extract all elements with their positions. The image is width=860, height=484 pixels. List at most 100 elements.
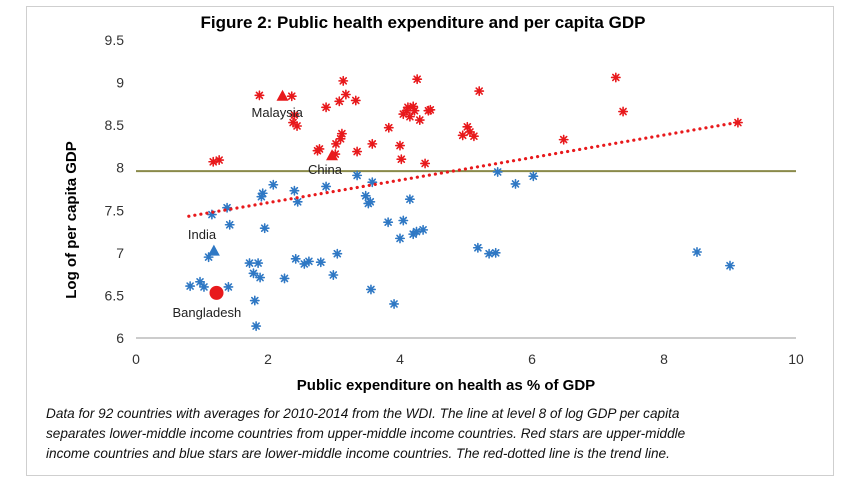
lower-middle-income-point <box>332 248 343 259</box>
lower-middle-income-point <box>249 295 260 306</box>
lower-middle-income-point <box>360 190 371 201</box>
lower-middle-income-point <box>259 223 270 234</box>
china-marker <box>326 149 339 161</box>
upper-middle-income-point <box>289 109 300 120</box>
lower-middle-income-point <box>411 226 422 237</box>
data-points <box>185 72 743 332</box>
upper-middle-income-point <box>468 131 479 142</box>
lower-middle-income-point <box>315 257 326 268</box>
y-tick-label: 9.5 <box>105 32 125 48</box>
upper-middle-income-point <box>414 115 425 126</box>
lower-middle-income-point <box>404 194 415 205</box>
y-tick-label: 6 <box>116 330 124 346</box>
upper-middle-income-point <box>208 156 219 167</box>
lower-middle-income-point <box>365 196 376 207</box>
lower-middle-income-point <box>256 191 267 202</box>
upper-middle-income-point <box>558 134 569 145</box>
china-label: China <box>308 162 343 177</box>
upper-middle-income-point <box>336 128 347 139</box>
india-marker <box>207 244 220 256</box>
caption-line-2: separates lower-middle income countries … <box>46 426 686 441</box>
x-tick-label: 0 <box>132 351 140 367</box>
upper-middle-income-point <box>409 105 420 116</box>
lower-middle-income-point <box>389 298 400 309</box>
upper-middle-income-point <box>286 91 297 102</box>
y-tick-label: 7 <box>116 245 124 261</box>
upper-middle-income-point <box>340 89 351 100</box>
upper-middle-income-point <box>338 75 349 86</box>
upper-middle-income-point <box>408 101 419 112</box>
lower-middle-income-point <box>418 224 429 235</box>
lower-middle-income-point <box>290 253 301 264</box>
upper-middle-income-point <box>462 121 473 132</box>
lower-middle-income-point <box>198 281 209 292</box>
lower-middle-income-point <box>185 281 196 292</box>
lower-middle-income-point <box>289 185 300 196</box>
trend-line-path <box>187 120 739 218</box>
upper-middle-income-point <box>395 140 405 151</box>
lower-middle-income-point <box>321 181 332 192</box>
upper-middle-income-point <box>396 154 407 165</box>
upper-middle-income-point <box>330 149 341 160</box>
trend-line <box>187 120 739 218</box>
chart-title: Figure 2: Public health expenditure and … <box>201 13 646 32</box>
lower-middle-income-point <box>255 272 266 283</box>
upper-middle-income-point <box>457 130 468 141</box>
figure-frame <box>26 6 834 476</box>
lower-middle-income-point <box>257 188 268 199</box>
upper-middle-income-point <box>214 155 225 166</box>
upper-middle-income-point <box>367 138 378 149</box>
lower-middle-income-point <box>367 177 378 188</box>
lower-middle-income-point <box>292 196 303 207</box>
lower-middle-income-point <box>248 268 259 279</box>
bangladesh-label: Bangladesh <box>173 305 242 320</box>
y-tick-label: 7.5 <box>105 202 125 218</box>
lower-middle-income-point <box>268 179 279 190</box>
x-tick-label: 6 <box>528 351 536 367</box>
figure-caption: Data for 92 countries with averages for … <box>46 404 826 464</box>
upper-middle-income-point <box>350 95 361 106</box>
lower-middle-income-point <box>398 215 409 226</box>
lower-middle-income-point <box>328 269 339 280</box>
lower-middle-income-point <box>484 248 495 259</box>
lower-middle-income-point <box>223 281 234 292</box>
lower-middle-income-point <box>203 252 214 263</box>
lower-middle-income-point <box>365 284 376 295</box>
upper-middle-income-point <box>383 122 394 133</box>
lower-middle-income-point <box>279 273 290 284</box>
x-axis-label: Public expenditure on health as % of GDP <box>297 377 595 394</box>
y-tick-label: 8 <box>116 160 124 176</box>
india-label: India <box>188 227 217 242</box>
lower-middle-income-point <box>222 202 233 213</box>
lower-middle-income-point <box>528 171 539 182</box>
y-tick-label: 6.5 <box>105 287 125 303</box>
lower-middle-income-point <box>244 258 255 269</box>
lower-middle-income-point <box>395 233 405 244</box>
upper-middle-income-point <box>732 117 743 128</box>
upper-middle-income-point <box>464 126 475 137</box>
highlighted-countries: Malaysia China India Bangladesh <box>173 89 343 320</box>
x-tick-label: 4 <box>396 351 404 367</box>
upper-middle-income-point <box>420 158 431 169</box>
malaysia-marker <box>276 89 289 101</box>
lower-middle-income-point <box>251 321 262 332</box>
lower-middle-income-point <box>253 258 264 269</box>
lower-middle-income-point <box>725 260 735 271</box>
upper-middle-income-point <box>474 86 485 97</box>
lower-middle-income-point <box>224 219 235 230</box>
lower-middle-income-point <box>206 209 217 220</box>
lower-middle-income-point <box>472 242 483 253</box>
bangladesh-marker <box>209 285 224 300</box>
upper-middle-income-point <box>330 138 341 149</box>
upper-middle-income-point <box>618 106 629 117</box>
scatter-chart: Figure 2: Public health expenditure and … <box>63 13 804 394</box>
lower-middle-income-point <box>303 256 314 267</box>
caption-line-3: income countries and blue stars are lowe… <box>46 446 670 461</box>
lower-middle-income-point <box>490 247 501 258</box>
lower-middle-income-point <box>299 258 310 269</box>
axes: 0 2 4 6 8 10 6 6.5 7 7.5 8 8.5 9 9.5 <box>105 32 804 367</box>
x-tick-label: 8 <box>660 351 668 367</box>
upper-middle-income-point <box>288 117 299 128</box>
malaysia-label: Malaysia <box>252 105 304 120</box>
caption-line-1: Data for 92 countries with averages for … <box>46 406 680 421</box>
